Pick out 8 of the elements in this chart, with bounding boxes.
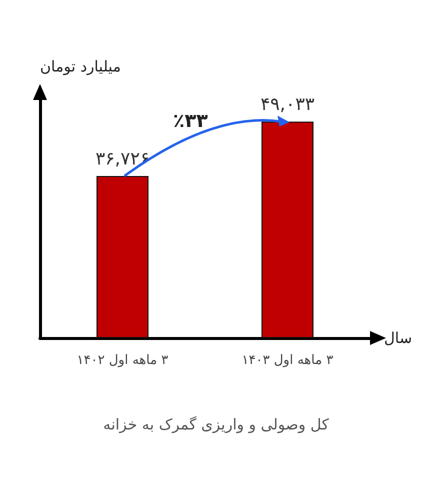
data-label: ۳۶,۷۲۶ [95, 148, 150, 170]
annotation: ٪۳۳ [173, 110, 208, 132]
x-axis-title: سال [384, 329, 412, 347]
text: کل وصولی و واریزی گمرک به خزانه [103, 416, 330, 434]
x-tick-label: ۳ ماهه اول ۱۴۰۲ [76, 353, 168, 368]
y-axis-title: میلیارد تومان [40, 58, 121, 76]
x-tick-label: ۳ ماهه اول ۱۴۰۳ [242, 353, 334, 368]
data-label: ۴۹,۰۳۳ [260, 94, 315, 116]
